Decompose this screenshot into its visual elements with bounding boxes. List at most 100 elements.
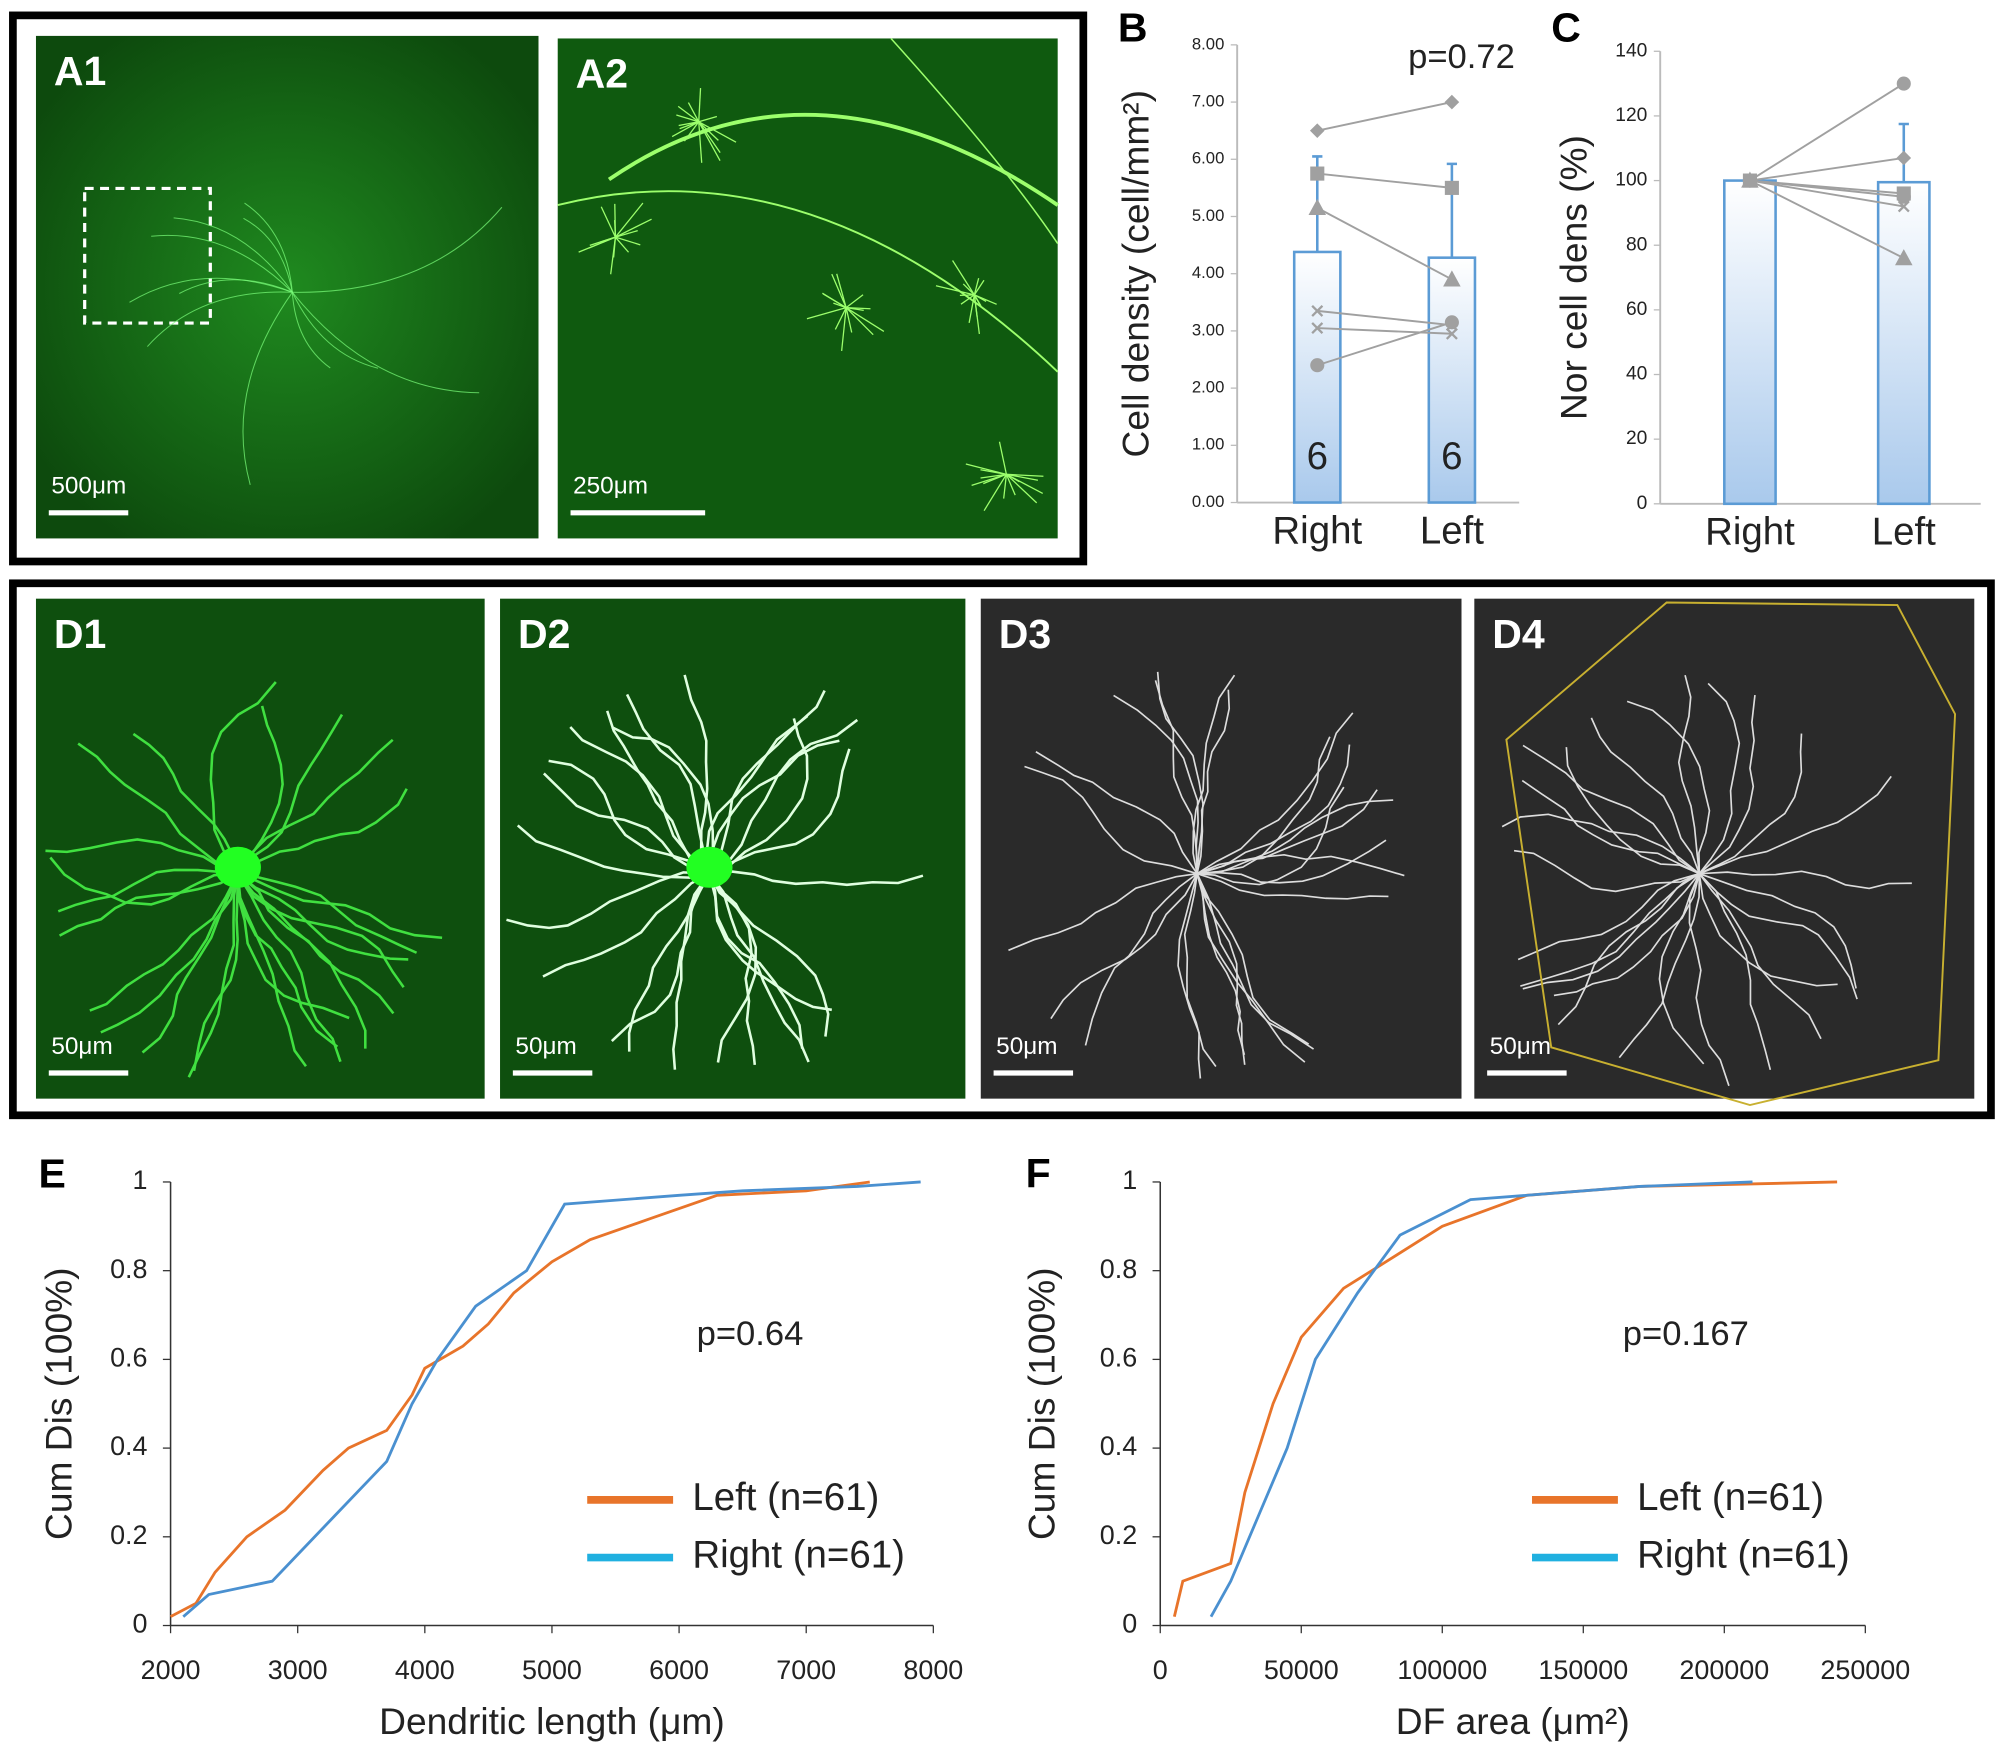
dendrite xyxy=(209,681,277,875)
dendrite xyxy=(698,121,719,141)
dendrite xyxy=(1698,873,1838,987)
pair-line xyxy=(1316,321,1453,367)
dendrite xyxy=(1501,813,1700,875)
dendrite xyxy=(845,294,864,309)
dendrite xyxy=(1196,873,1310,1045)
dendrite xyxy=(1699,872,1857,989)
x-tick-label: 3000 xyxy=(268,1655,328,1685)
x-tick-label: 50000 xyxy=(1264,1655,1339,1685)
dendrite xyxy=(708,739,840,874)
y-axis-title: Nor cell dens (%) xyxy=(1553,135,1595,420)
axon xyxy=(244,202,293,293)
dendrite xyxy=(614,236,630,253)
dendrite xyxy=(709,869,924,887)
dendrite xyxy=(605,710,711,875)
dendrite xyxy=(192,873,240,1072)
dendrite xyxy=(845,307,885,332)
dendrite xyxy=(980,473,1007,479)
x-tick-label: 7000 xyxy=(776,1655,836,1685)
y-tick-label: 60 xyxy=(1626,299,1647,320)
panel-label: F xyxy=(1026,1151,1051,1197)
category-label: Left xyxy=(1872,511,1936,554)
dendrite xyxy=(569,726,711,875)
dendrite xyxy=(614,203,617,238)
y-tick-label: 40 xyxy=(1626,364,1647,385)
dendrite xyxy=(834,307,847,330)
dendrite xyxy=(822,292,847,309)
dendrite xyxy=(1658,873,1705,1065)
y-tick-label: 1.00 xyxy=(1192,435,1224,454)
dendrite xyxy=(600,206,616,238)
marker xyxy=(1311,304,1324,317)
dendrite xyxy=(1177,873,1202,1079)
dendrite xyxy=(1156,671,1204,874)
x-tick-label: 250000 xyxy=(1820,1655,1910,1685)
dendrite xyxy=(77,742,239,875)
dendrite xyxy=(187,873,240,1078)
dendrite xyxy=(698,121,721,154)
dendrite xyxy=(1196,873,1306,1063)
legend-label: Left (n=61) xyxy=(1637,1476,1824,1519)
axon xyxy=(291,291,480,394)
dendrite xyxy=(698,121,721,162)
dendrite xyxy=(1084,872,1198,1046)
y-tick-label: 0.6 xyxy=(110,1342,147,1372)
dendrite xyxy=(615,218,652,238)
pair-line xyxy=(1749,179,1905,260)
dendrite xyxy=(1698,682,1741,875)
x-tick-label: 4000 xyxy=(395,1655,455,1685)
marker xyxy=(1444,180,1459,195)
dendrite xyxy=(1197,786,1345,886)
panel-label: E xyxy=(39,1151,66,1197)
dendrite xyxy=(960,294,975,305)
dendrite xyxy=(973,279,985,296)
axon xyxy=(557,190,1059,373)
marker xyxy=(1311,322,1324,334)
legend-label: Left (n=61) xyxy=(692,1476,879,1519)
dendrite xyxy=(1698,873,1772,1071)
dendrite xyxy=(959,294,975,297)
dendrite xyxy=(1698,694,1756,875)
y-tick-label: 5.00 xyxy=(1192,206,1224,225)
y-tick-label: 3.00 xyxy=(1192,320,1224,339)
dendrite xyxy=(1006,473,1039,481)
dendrite xyxy=(973,278,980,296)
dendrite xyxy=(806,307,847,320)
marker xyxy=(1444,94,1460,110)
dendrite xyxy=(973,294,982,307)
inset-box xyxy=(83,186,212,325)
dendrite xyxy=(1688,873,1730,1087)
dendrite xyxy=(1005,473,1038,504)
dendrite xyxy=(1113,694,1199,874)
y-tick-label: 100 xyxy=(1615,170,1647,191)
y-tick-label: 0.8 xyxy=(110,1254,147,1284)
dendrite xyxy=(998,441,1008,475)
dendrite xyxy=(236,873,339,1048)
y-tick-label: 6.00 xyxy=(1192,149,1224,168)
marker xyxy=(1896,76,1911,91)
dendrite xyxy=(698,88,702,122)
dendrite xyxy=(615,230,638,238)
dendrite xyxy=(100,873,240,1034)
category-label: Right xyxy=(1705,511,1795,554)
dendrite xyxy=(1698,873,1858,1000)
y-tick-label: 140 xyxy=(1615,40,1647,61)
cdf-line xyxy=(169,1180,870,1618)
y-tick-label: 0.00 xyxy=(1192,492,1224,511)
category-label: Right xyxy=(1272,509,1362,552)
x-tick-label: 2000 xyxy=(141,1655,201,1685)
dendrite xyxy=(846,307,864,312)
axon xyxy=(173,217,293,293)
y-tick-label: 20 xyxy=(1626,428,1647,449)
scale-bar-label: 50μm xyxy=(1490,1033,1551,1060)
axon xyxy=(291,292,331,369)
x-axis-title: Dendritic length (μm) xyxy=(379,1700,725,1742)
annotation: p=0.72 xyxy=(1408,38,1515,76)
dendrite xyxy=(589,236,616,247)
axon xyxy=(129,277,293,303)
scale-bar-label: 500μm xyxy=(51,473,126,500)
marker xyxy=(1896,189,1911,204)
dendrite xyxy=(237,872,443,940)
dendrite xyxy=(1024,765,1198,875)
x-tick-label: 150000 xyxy=(1538,1655,1628,1685)
